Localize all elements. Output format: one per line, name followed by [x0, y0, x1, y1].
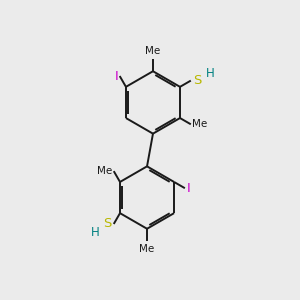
Text: S: S — [103, 218, 111, 230]
Text: Me: Me — [145, 46, 160, 56]
Text: Me: Me — [140, 244, 155, 254]
Text: Me: Me — [97, 166, 112, 176]
Text: S: S — [193, 74, 202, 87]
Text: H: H — [206, 67, 214, 80]
Text: Me: Me — [192, 119, 208, 129]
Text: I: I — [187, 182, 191, 195]
Text: I: I — [115, 70, 118, 83]
Text: H: H — [91, 226, 100, 239]
